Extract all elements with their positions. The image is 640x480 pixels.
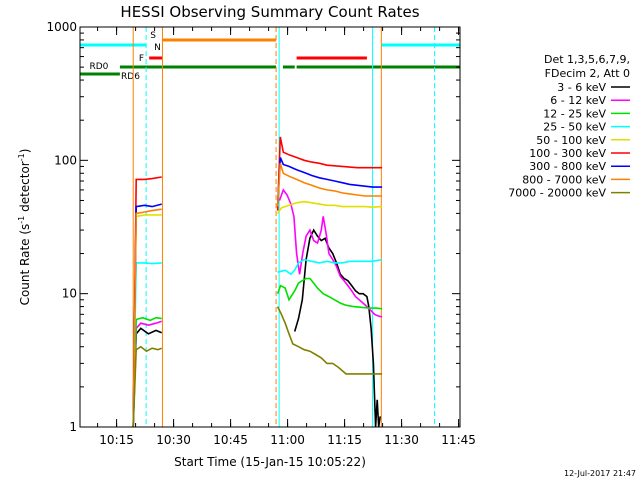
series-line-8: [276, 306, 383, 375]
x-tick-label: 11:45: [441, 433, 476, 447]
series-line-4: [132, 214, 162, 428]
series-line-0: [132, 327, 162, 428]
legend-entry-label: 50 - 100 keV: [536, 134, 606, 147]
series-line-4: [276, 200, 383, 214]
series-line-1: [278, 188, 383, 318]
legend-entry-label: 800 - 7000 keV: [522, 173, 606, 186]
series-line-8: [132, 345, 162, 428]
y-tick-label: 1000: [46, 20, 77, 34]
x-tick-label: 10:45: [213, 433, 248, 447]
series-line-2: [276, 277, 383, 310]
generated-timestamp: 12-Jul-2017 21:47: [564, 469, 636, 478]
series-line-3: [277, 258, 383, 276]
series-line-5: [276, 136, 383, 211]
series-line-6: [276, 157, 383, 207]
x-tick-label: 10:15: [99, 433, 134, 447]
series-line-1: [132, 320, 162, 428]
y-tick-label: 10: [62, 287, 77, 301]
instrument-status-bars: SNF RD0 RD6: [80, 31, 460, 82]
legend: Det 1,3,5,6,7,9, FDecim 2, Att 0 3 - 6 k…: [508, 53, 630, 200]
chart-title: HESSI Observing Summary Count Rates: [120, 3, 419, 21]
x-axis-label: Start Time (15-Jan-15 10:05:22): [174, 455, 366, 469]
x-tick-label: 10:30: [156, 433, 191, 447]
series-line-2: [132, 316, 162, 428]
x-tick-label: 11:15: [327, 433, 362, 447]
x-tick-label: 11:00: [270, 433, 305, 447]
status-bar-label-rd0: RD0: [90, 62, 109, 72]
series-line-7: [276, 163, 383, 207]
legend-entry-label: 6 - 12 keV: [550, 94, 606, 107]
status-bar-label-rd6: RD6: [121, 72, 140, 82]
legend-entry-label: 3 - 6 keV: [557, 81, 606, 94]
vertical-time-markers: [132, 27, 436, 427]
y-tick-label: 100: [54, 153, 77, 167]
legend-entry-label: 7000 - 20000 keV: [508, 187, 606, 200]
legend-entry-label: 300 - 800 keV: [529, 160, 606, 173]
y-axis-ticks: 1 10 100 1000: [46, 20, 460, 434]
status-bar-label-n: N: [154, 43, 161, 53]
plot-frame: [79, 26, 461, 428]
y-axis-label-exponent: -1: [17, 153, 26, 161]
x-axis-ticks: 10:15 10:30 10:45 11:00 11:15 11:30 11:45: [97, 27, 476, 447]
status-bar-label-f: F: [139, 54, 144, 64]
x-tick-label: 11:30: [384, 433, 419, 447]
series-line-6: [132, 203, 162, 428]
y-axis-label-exponent: -1: [17, 216, 26, 224]
y-tick-label: 1: [69, 420, 77, 434]
series-line-7: [132, 208, 162, 428]
legend-entry-label: 100 - 300 keV: [529, 147, 606, 160]
series-lines: [132, 136, 383, 428]
y-axis-label-part: Count Rate (s: [18, 224, 32, 306]
legend-entry-label: 25 - 50 keV: [543, 121, 606, 134]
legend-header-line-2: FDecim 2, Att 0: [545, 67, 630, 80]
legend-header-line-1: Det 1,3,5,6,7,9,: [544, 53, 630, 66]
series-line-3: [132, 262, 162, 428]
y-axis-label-part: ): [18, 149, 32, 154]
legend-entry-label: 12 - 25 keV: [543, 107, 606, 120]
y-axis-label-part: detector: [18, 161, 32, 216]
y-axis-label: Count Rate (s-1 detector-1): [17, 149, 32, 306]
status-bar-label-s: S: [150, 31, 156, 41]
